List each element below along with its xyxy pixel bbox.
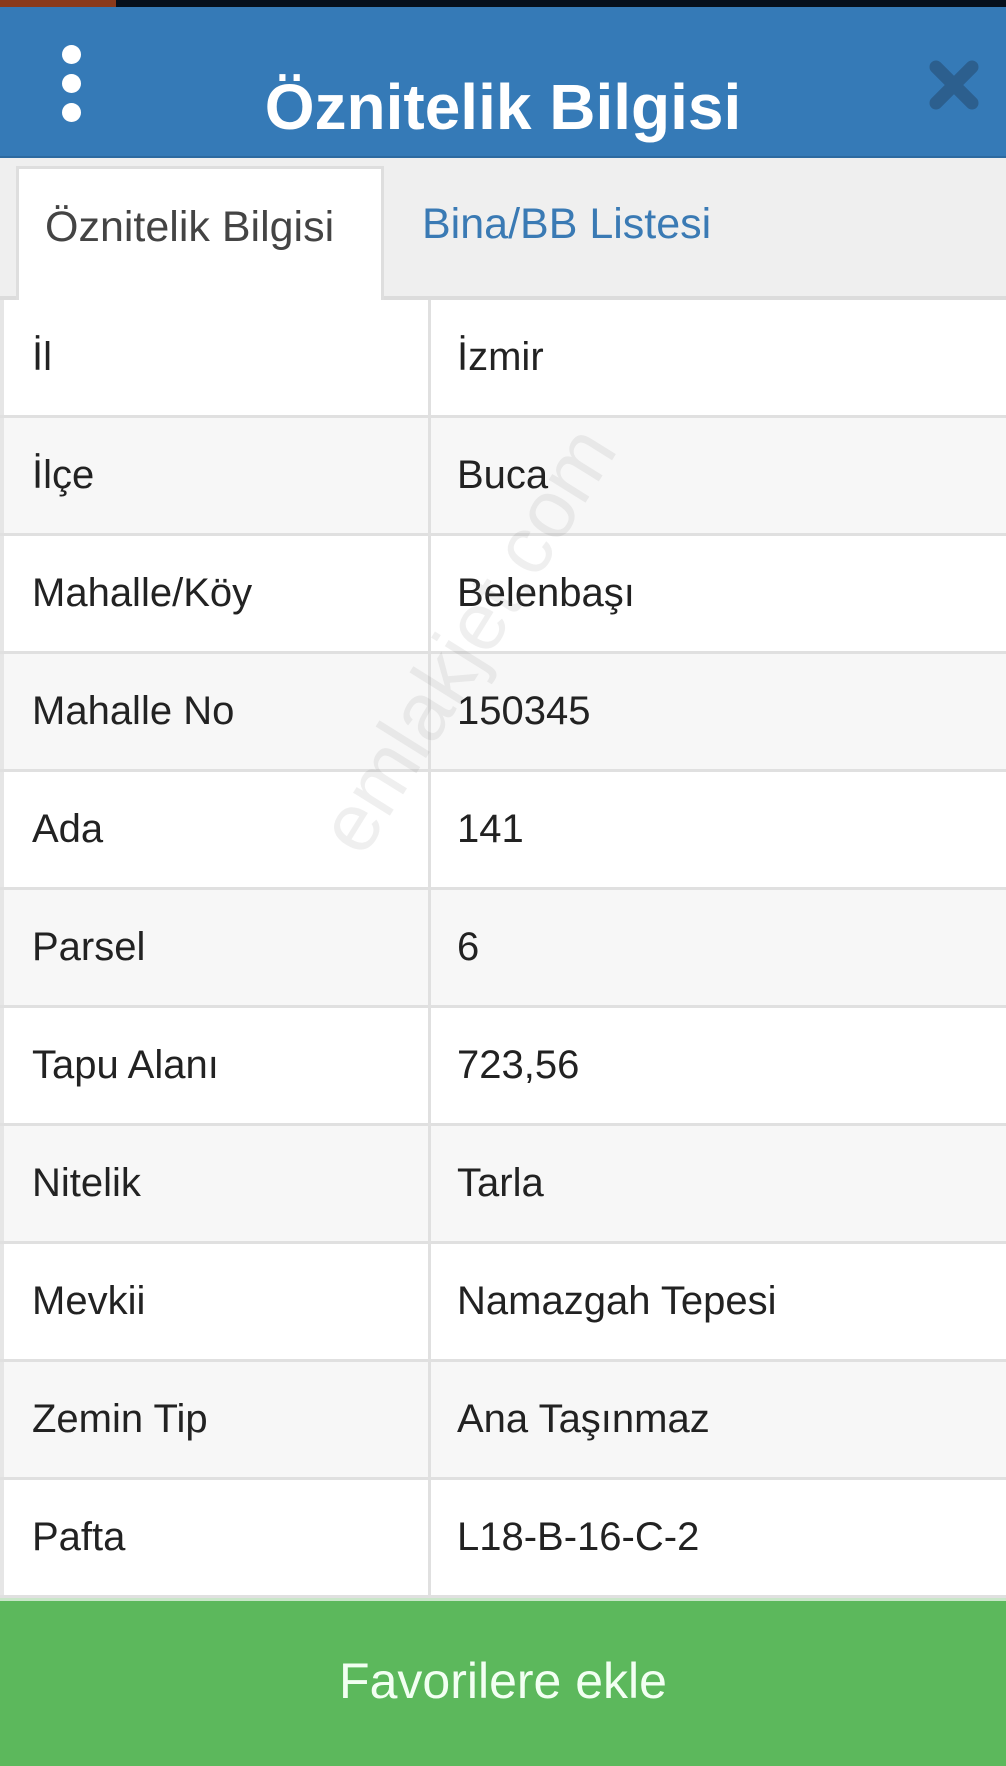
attribute-key: Mahalle No [0,654,431,769]
attribute-value: Ana Taşınmaz [457,1397,710,1441]
attribute-key: Mevkii [0,1244,431,1359]
table-row: Mevkii Namazgah Tepesi [0,1244,1006,1362]
attribute-key: Ada [0,772,431,887]
attribute-value: Tarla [457,1161,544,1205]
table-row: Mahalle No 150345 [0,654,1006,772]
attribute-table: İl İzmir İlçe Buca Mahalle/Köy Belenbaşı Mahal… [0,300,1006,1598]
attribute-value: İzmir [457,335,544,379]
attribute-key: İl [0,300,431,415]
tab-bar: Öznitelik Bilgisi Bina/BB Listesi [0,158,1006,300]
table-row: İlçe Buca [0,418,1006,536]
tab-oznitelik-bilgisi[interactable]: Öznitelik Bilgisi [16,166,384,300]
attribute-key: Zemin Tip [0,1362,431,1477]
attribute-value: 150345 [457,689,591,733]
status-bar-accent [0,0,116,7]
attribute-key: Nitelik [0,1126,431,1241]
status-bar [0,0,1006,7]
table-row: Mahalle/Köy Belenbaşı [0,536,1006,654]
page-title: Öznitelik Bilgisi [264,71,742,143]
attribute-key: Parsel [0,890,431,1005]
header: Öznitelik Bilgisi [0,7,1006,158]
attribute-key: İlçe [0,418,431,533]
attribute-value: Buca [457,453,549,497]
attribute-value: 141 [457,807,524,851]
attribute-value: Namazgah Tepesi [457,1279,777,1323]
attribute-value: Belenbaşı [457,571,635,615]
table-row: Pafta L18-B-16-C-2 [0,1480,1006,1598]
table-row: Zemin Tip Ana Taşınmaz [0,1362,1006,1480]
table-row: Parsel 6 [0,890,1006,1008]
attribute-key: Tapu Alanı [0,1008,431,1123]
table-row: Nitelik Tarla [0,1126,1006,1244]
attribute-key: Mahalle/Köy [0,536,431,651]
attribute-key: Pafta [0,1480,431,1595]
table-row: İl İzmir [0,300,1006,418]
more-vertical-icon[interactable] [56,45,88,125]
table-row: Ada 141 [0,772,1006,890]
attribute-value: L18-B-16-C-2 [457,1515,700,1559]
add-to-favorites-button[interactable]: Favorilere ekle [0,1598,1006,1766]
table-row: Tapu Alanı 723,56 [0,1008,1006,1126]
tab-bina-bb-listesi[interactable]: Bina/BB Listesi [422,200,712,248]
attribute-value: 6 [457,925,480,969]
attribute-value: 723,56 [457,1043,580,1087]
close-icon[interactable] [926,57,982,113]
